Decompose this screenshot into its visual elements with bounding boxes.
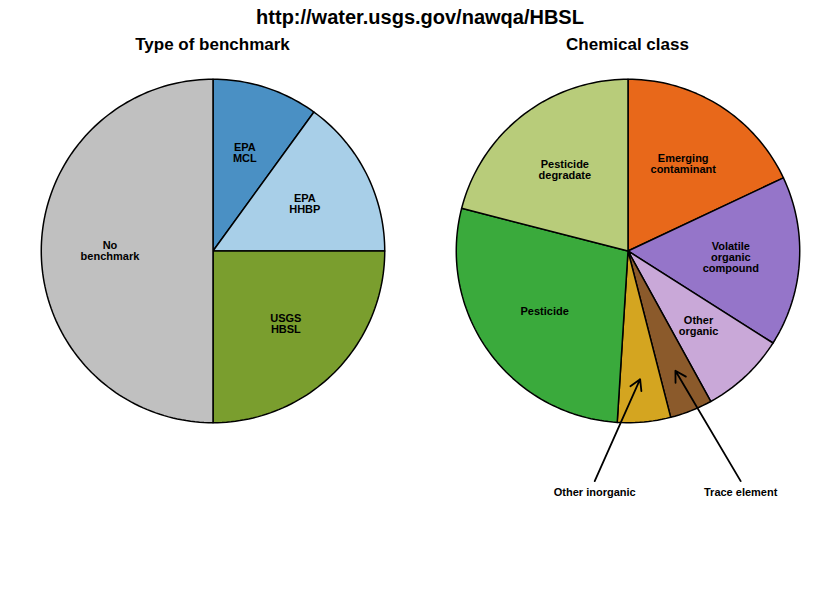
svg-text:Nobenchmark: Nobenchmark	[81, 239, 141, 262]
html-text:Type of benchmark: Type of benchmark	[135, 35, 290, 54]
svg-text:Otherorganic: Otherorganic	[679, 314, 719, 337]
svg-text:Pesticide: Pesticide	[520, 305, 568, 317]
svg-text:Emergingcontaminant: Emergingcontaminant	[651, 152, 717, 175]
svg-text:Pesticidedegradate: Pesticidedegradate	[539, 158, 592, 181]
svg-text:Volatileorganiccompound: Volatileorganiccompound	[703, 240, 759, 274]
svg-text:EPAMCL: EPAMCL	[233, 141, 257, 164]
svg-text:Other inorganic: Other inorganic	[554, 486, 636, 498]
svg-text:EPAHHBP: EPAHHBP	[289, 192, 320, 215]
svg-text:USGSHBSL: USGSHBSL	[270, 312, 301, 335]
html-text:Chemical class: Chemical class	[566, 35, 689, 54]
svg-text:Trace element: Trace element	[704, 486, 778, 498]
html-text:http://water.usgs.gov/nawqa/HB: http://water.usgs.gov/nawqa/HBSL	[256, 6, 584, 28]
